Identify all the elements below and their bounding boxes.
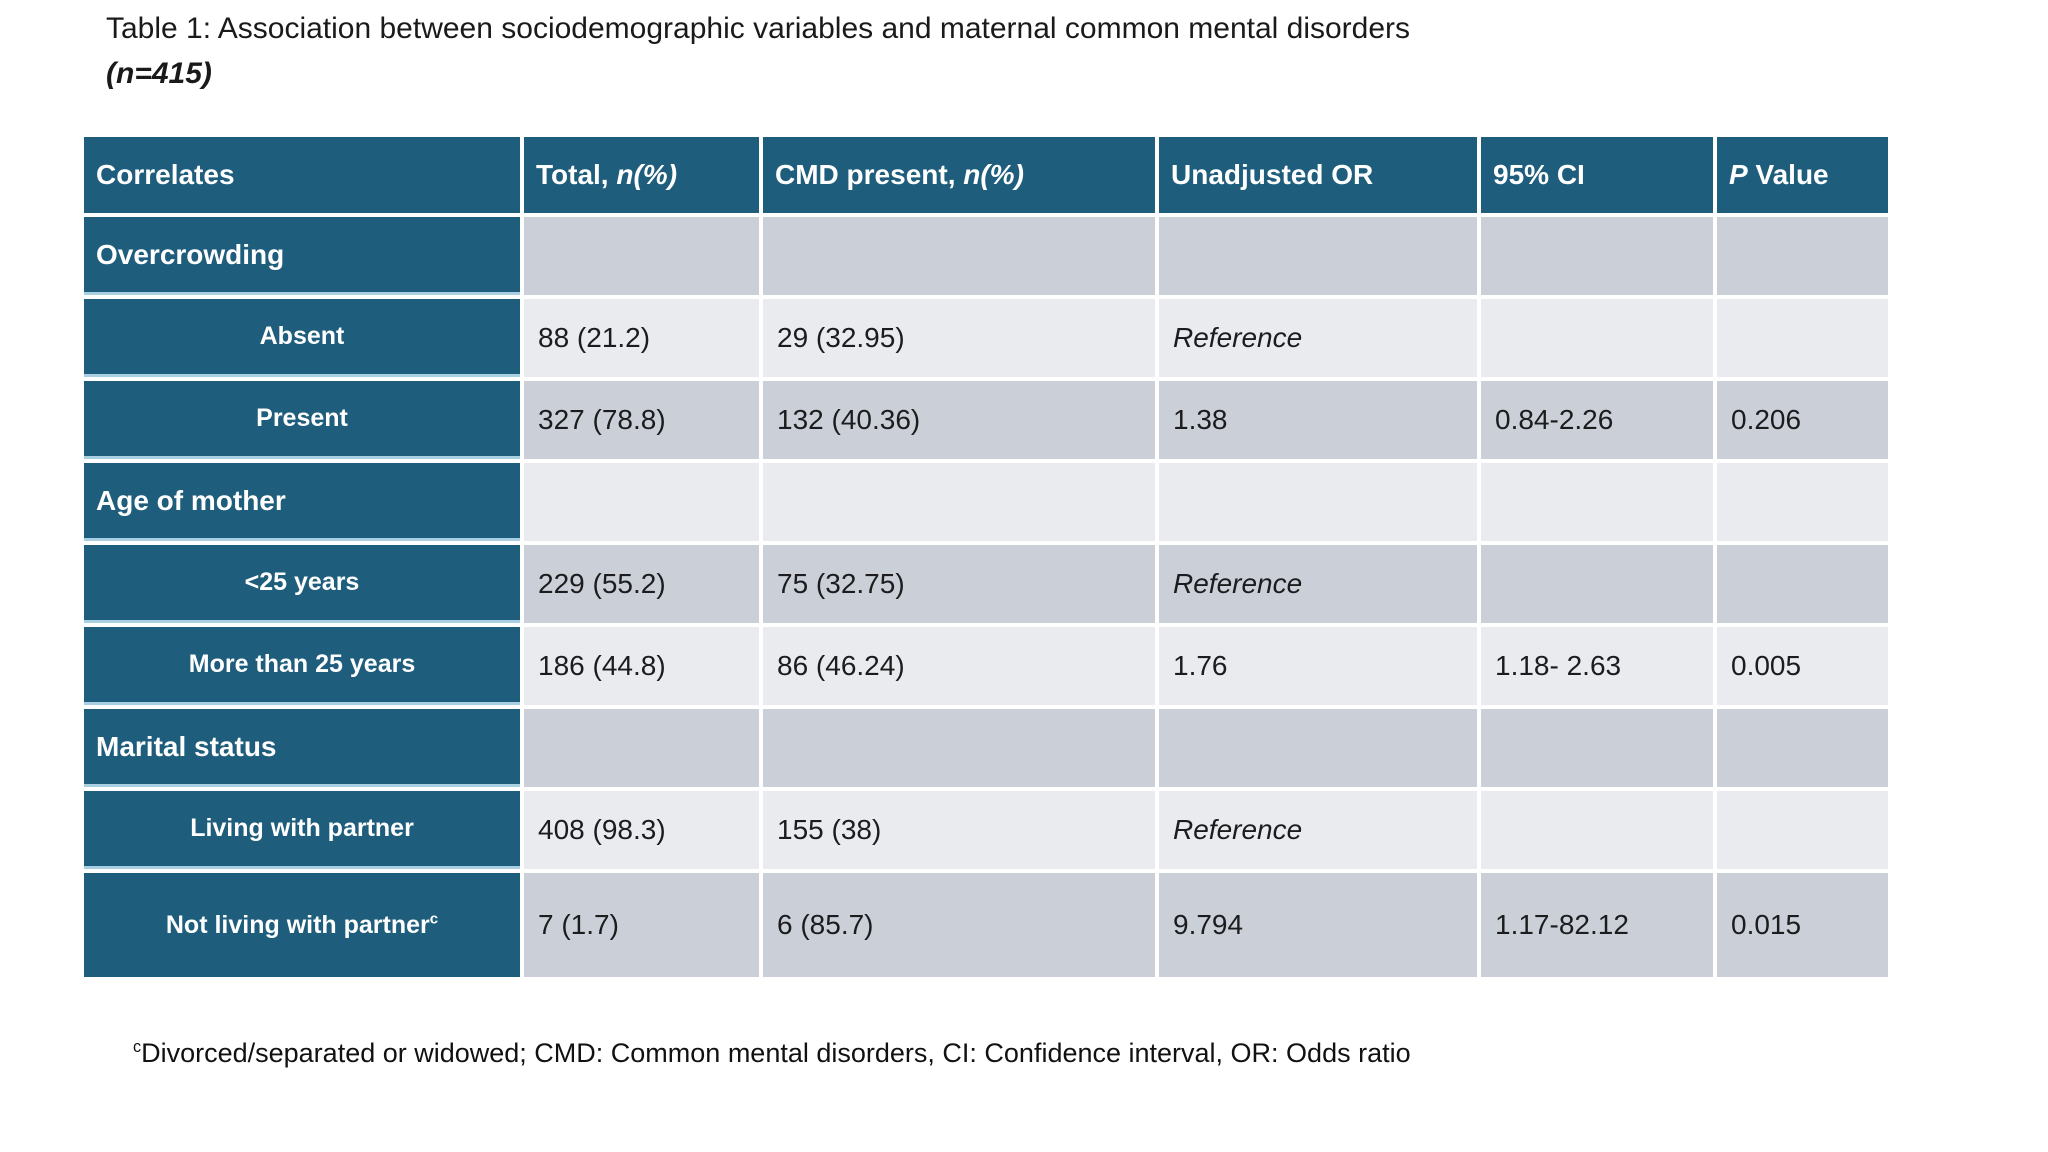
cell-cmd: 155 (38) [763, 791, 1155, 869]
cell-ci: 1.18- 2.63 [1481, 627, 1713, 705]
cell-p: 0.015 [1717, 873, 1888, 977]
table-row-present: Present 327 (78.8) 132 (40.36) 1.38 0.84… [84, 381, 1888, 459]
cell-ci [1481, 299, 1713, 377]
row-label: Not living with partnerc [84, 873, 520, 977]
cell-cmd [763, 463, 1155, 541]
cell-ci [1481, 709, 1713, 787]
footnote-marker-c: c [429, 910, 439, 928]
cell-or [1159, 709, 1477, 787]
cell-ci [1481, 791, 1713, 869]
table-row-not-living-with-partner: Not living with partnerc 7 (1.7) 6 (85.7… [84, 873, 1888, 977]
header-row: Correlates Total, n(%) CMD present, n(%)… [84, 137, 1888, 213]
row-label: Absent [84, 299, 520, 377]
cell-or: Reference [1159, 791, 1477, 869]
cell-cmd: 29 (32.95) [763, 299, 1155, 377]
cell-or: 1.38 [1159, 381, 1477, 459]
cell-total: 229 (55.2) [524, 545, 759, 623]
cell-p [1717, 791, 1888, 869]
cell-total [524, 217, 759, 295]
cell-or: Reference [1159, 545, 1477, 623]
row-label: More than 25 years [84, 627, 520, 705]
footnote-marker: c [133, 1038, 142, 1056]
table-row-living-with-partner: Living with partner 408 (98.3) 155 (38) … [84, 791, 1888, 869]
cell-or [1159, 463, 1477, 541]
row-label: Overcrowding [84, 217, 520, 295]
column-header-p-value: P Value [1717, 137, 1888, 213]
cell-p: 0.005 [1717, 627, 1888, 705]
table-row-more-than-25-years: More than 25 years 186 (44.8) 86 (46.24)… [84, 627, 1888, 705]
category-row-overcrowding: Overcrowding [84, 217, 1888, 295]
cell-p [1717, 709, 1888, 787]
table-title-sample-size: (n=415) [106, 57, 212, 90]
cell-p [1717, 299, 1888, 377]
cell-cmd: 132 (40.36) [763, 381, 1155, 459]
cell-or [1159, 217, 1477, 295]
column-header-total: Total, n(%) [524, 137, 759, 213]
cell-total: 408 (98.3) [524, 791, 759, 869]
column-header-cmd-present: CMD present, n(%) [763, 137, 1155, 213]
category-row-marital-status: Marital status [84, 709, 1888, 787]
row-label: Living with partner [84, 791, 520, 869]
cell-total [524, 463, 759, 541]
cell-ci [1481, 217, 1713, 295]
cell-cmd: 86 (46.24) [763, 627, 1155, 705]
cell-ci: 0.84-2.26 [1481, 381, 1713, 459]
cell-p [1717, 545, 1888, 623]
row-label: Present [84, 381, 520, 459]
cell-ci [1481, 463, 1713, 541]
cell-p [1717, 463, 1888, 541]
cell-p [1717, 217, 1888, 295]
row-label: <25 years [84, 545, 520, 623]
table-row-absent: Absent 88 (21.2) 29 (32.95) Reference [84, 299, 1888, 377]
cell-or: 9.794 [1159, 873, 1477, 977]
cell-cmd: 6 (85.7) [763, 873, 1155, 977]
cell-total: 7 (1.7) [524, 873, 759, 977]
cell-cmd [763, 709, 1155, 787]
column-header-correlates: Correlates [84, 137, 520, 213]
cell-or: 1.76 [1159, 627, 1477, 705]
cell-cmd: 75 (32.75) [763, 545, 1155, 623]
column-header-95-ci: 95% CI [1481, 137, 1713, 213]
footnote-text: Divorced/separated or widowed; CMD: Comm… [141, 1038, 1411, 1068]
cell-ci [1481, 545, 1713, 623]
cell-or: Reference [1159, 299, 1477, 377]
row-label: Age of mother [84, 463, 520, 541]
cell-total: 327 (78.8) [524, 381, 759, 459]
cell-total [524, 709, 759, 787]
cell-p: 0.206 [1717, 381, 1888, 459]
cell-total: 88 (21.2) [524, 299, 759, 377]
table-title-text: Table 1: Association between sociodemogr… [106, 12, 1411, 45]
table-title: Table 1: Association between sociodemogr… [106, 6, 1426, 96]
category-row-age-of-mother: Age of mother [84, 463, 1888, 541]
cell-cmd [763, 217, 1155, 295]
table-row-under-25-years: <25 years 229 (55.2) 75 (32.75) Referenc… [84, 545, 1888, 623]
cell-ci: 1.17-82.12 [1481, 873, 1713, 977]
association-table: Correlates Total, n(%) CMD present, n(%)… [80, 133, 1892, 981]
table-footnote: cDivorced/separated or widowed; CMD: Com… [133, 1038, 1933, 1069]
cell-total: 186 (44.8) [524, 627, 759, 705]
column-header-unadjusted-or: Unadjusted OR [1159, 137, 1477, 213]
row-label: Marital status [84, 709, 520, 787]
